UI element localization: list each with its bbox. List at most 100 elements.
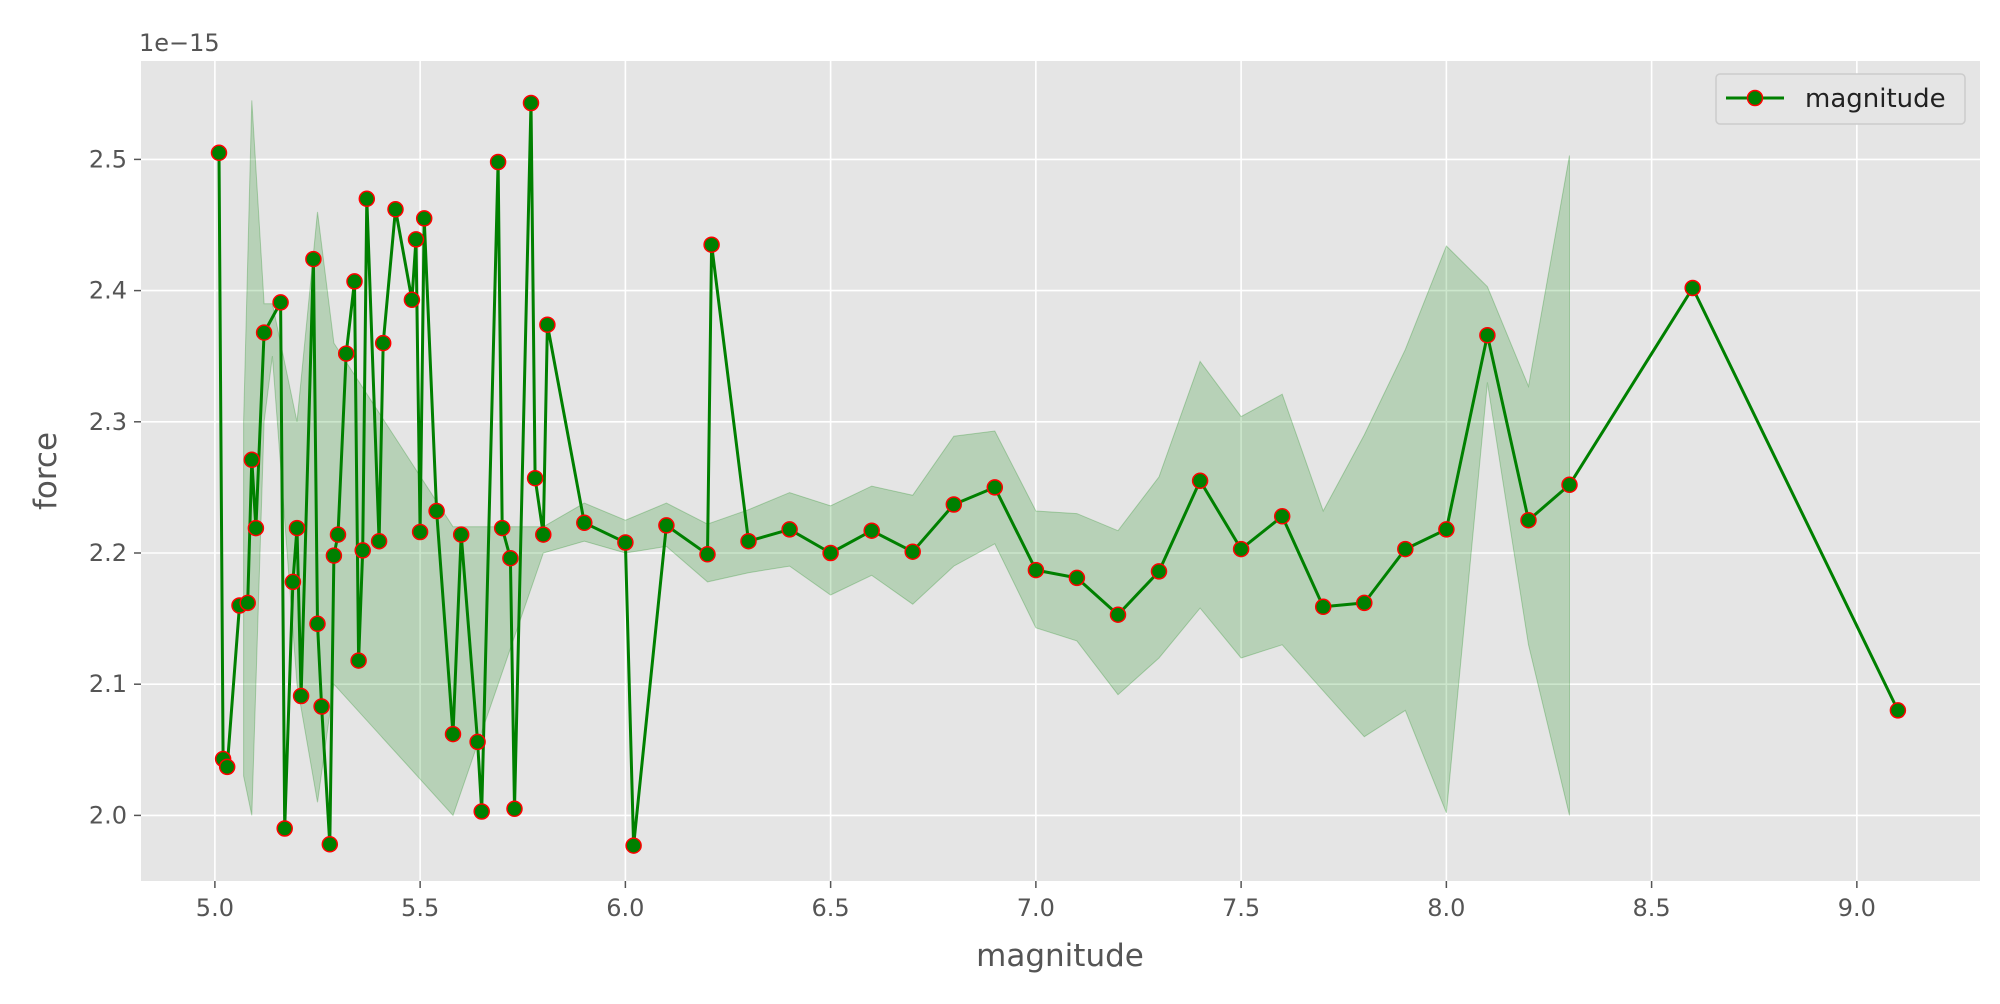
data-point (354, 542, 371, 559)
data-point (986, 479, 1004, 496)
data-point (493, 519, 511, 537)
y-tick-label: 2.0 (89, 801, 127, 829)
data-point (321, 836, 339, 853)
data-point (617, 534, 634, 551)
data-point (210, 144, 228, 162)
data-point (284, 573, 302, 591)
data-point (1191, 472, 1209, 490)
y-tick-label: 2.1 (89, 670, 127, 698)
data-point (1273, 508, 1291, 525)
data-point (1438, 521, 1455, 538)
data-point (539, 316, 556, 333)
y-axis-label: force (28, 432, 64, 510)
legend-label: magnitude (1805, 84, 1946, 114)
legend-box (1715, 73, 1966, 125)
x-tick-label: 6.5 (812, 894, 850, 922)
y-offset-text: 1e−15 (139, 29, 220, 57)
data-point (272, 294, 289, 311)
data-point (329, 526, 347, 543)
data-point (411, 523, 429, 541)
data-point (407, 231, 425, 248)
data-point (1027, 561, 1045, 579)
data-point (337, 345, 355, 362)
data-point (292, 687, 310, 705)
data-point (1520, 511, 1537, 529)
confidence-band (243, 100, 1570, 817)
data-point (489, 153, 507, 171)
y-tick-label: 2.3 (89, 408, 127, 436)
data-point (350, 652, 367, 669)
series-markers-layer (210, 94, 1907, 854)
data-point (309, 615, 326, 633)
y-tick-label: 2.2 (89, 539, 127, 567)
data-point (444, 725, 462, 743)
data-point (415, 210, 433, 227)
data-point (740, 532, 757, 550)
x-tick-label: 7.0 (1017, 894, 1055, 922)
data-point (313, 698, 330, 715)
data-point (1684, 279, 1701, 297)
data-point (1889, 702, 1907, 719)
data-point (535, 526, 552, 543)
x-tick-label: 5.5 (401, 894, 439, 922)
x-tick-label: 8.0 (1427, 894, 1465, 922)
data-point (781, 521, 798, 538)
x-tick-label: 8.5 (1633, 894, 1671, 922)
data-point (1314, 598, 1332, 616)
data-point (239, 594, 256, 612)
data-point (452, 526, 470, 543)
data-point (1356, 594, 1373, 612)
data-point (255, 324, 273, 341)
data-point (699, 546, 716, 563)
data-point (502, 549, 519, 567)
data-point (625, 837, 642, 854)
data-point (1232, 540, 1250, 558)
data-point (469, 733, 486, 751)
data-point (1068, 569, 1086, 587)
data-point (387, 201, 404, 218)
data-point (863, 522, 880, 539)
data-point (703, 236, 720, 253)
data-point (305, 250, 322, 268)
x-axis-label: magnitude (976, 938, 1144, 974)
x-tick-label: 9.0 (1838, 894, 1876, 922)
legend-marker-swatch (1746, 89, 1764, 107)
y-tick-label: 2.4 (89, 277, 127, 305)
data-point (1109, 606, 1127, 623)
data-point (374, 334, 392, 352)
y-axis-ticks: 2.0 2.1 2.2 2.3 2.4 2.5 (89, 145, 141, 829)
data-point (325, 547, 343, 564)
data-point (904, 543, 921, 560)
data-point (945, 496, 963, 513)
data-point (218, 758, 236, 776)
data-point (522, 94, 540, 112)
x-tick-label: 7.5 (1222, 894, 1260, 922)
x-tick-label: 5.0 (196, 894, 234, 922)
x-axis-ticks: 5.0 5.5 6.0 6.5 7.0 7.5 8.0 8.5 9.0 (196, 881, 1876, 922)
data-point (658, 517, 675, 534)
confidence-band-layer (243, 100, 1570, 817)
data-point (428, 502, 445, 520)
plot-background (141, 61, 1980, 881)
data-point (346, 273, 363, 290)
data-point (473, 803, 490, 820)
data-point (576, 514, 593, 532)
data-point (288, 519, 306, 537)
data-point (358, 190, 376, 208)
data-point (247, 519, 265, 537)
data-point (243, 451, 261, 469)
data-point (370, 532, 388, 550)
data-point (1150, 563, 1168, 580)
x-tick-label: 6.0 (606, 894, 644, 922)
data-point (1561, 476, 1578, 494)
data-point (506, 800, 523, 818)
data-point (1479, 326, 1496, 344)
data-point (822, 544, 839, 562)
data-point (526, 469, 544, 487)
data-point (1397, 540, 1414, 558)
y-tick-label: 2.5 (89, 145, 127, 173)
legend: magnitude (1715, 73, 1966, 125)
data-point (403, 291, 421, 309)
